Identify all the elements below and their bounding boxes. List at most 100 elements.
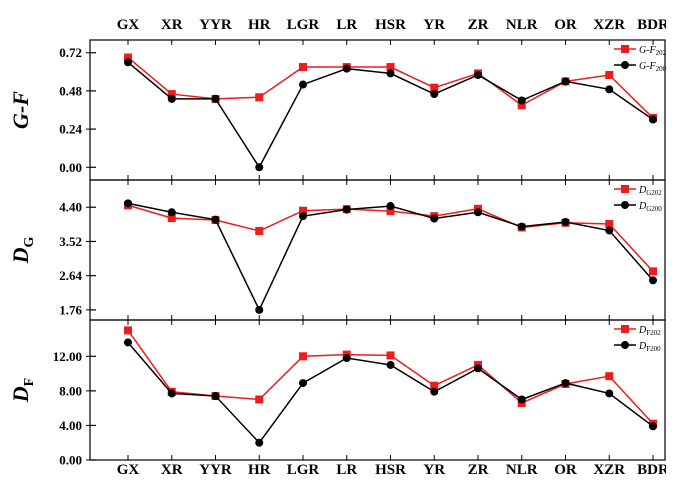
data-point-DF200	[605, 389, 614, 398]
top-category-label: YR	[423, 17, 445, 33]
legend-label: DG202	[638, 185, 662, 197]
data-point-DF200	[474, 364, 482, 373]
y-tick-label: 0.48	[59, 83, 82, 98]
data-point-DG200	[386, 202, 395, 211]
top-category-label: XZR	[593, 17, 625, 33]
data-point-DG200	[167, 208, 176, 217]
bottom-category-label: LR	[336, 462, 357, 477]
top-category-label: NLR	[506, 17, 538, 33]
data-point-DG200	[561, 218, 570, 226]
data-point-DF200	[430, 387, 439, 396]
data-point-DF200	[342, 354, 351, 363]
y-tick-label: 0.24	[59, 122, 82, 137]
bottom-category-label: YR	[423, 462, 445, 477]
y-tick-label: 8.00	[59, 383, 82, 398]
panel-2: 1.76 2.64 3.52 4.40 DG DG202 DG200	[8, 179, 666, 321]
top-category-label: LR	[336, 17, 357, 33]
bottom-category-label: NLR	[506, 462, 538, 477]
data-point-DG202	[255, 226, 264, 235]
legend-entry: DG200	[614, 201, 662, 213]
y-tick-label: 4.00	[59, 418, 82, 433]
data-point-G-F200	[517, 96, 526, 105]
legend-label: G-F200	[639, 61, 667, 73]
data-point-DG200	[430, 214, 439, 223]
series-line-DG202	[127, 204, 654, 272]
legend-marker	[621, 201, 629, 209]
data-point-DG200	[342, 205, 351, 214]
data-point-DF200	[386, 360, 395, 369]
data-point-G-F200	[124, 58, 132, 67]
legend-marker	[621, 61, 629, 69]
data-point-DG202	[649, 267, 657, 276]
bottom-category-label: XZR	[593, 462, 625, 477]
data-point-G-F200	[255, 163, 264, 172]
data-point-DG200	[124, 199, 132, 208]
series-line-DF202	[127, 329, 654, 425]
data-point-G-F200	[474, 71, 482, 79]
bottom-category-label: LGR	[287, 462, 320, 477]
panel-1: 0.00 0.24 0.48 0.72 G-F G-F202 G-F200	[8, 39, 667, 181]
data-point-G-F200	[386, 69, 395, 78]
legend-entry: G-F200	[614, 61, 667, 73]
data-point-G-F202	[167, 90, 176, 99]
data-point-DF200	[517, 395, 526, 404]
data-point-DF202	[386, 351, 395, 360]
top-category-label: XR	[161, 17, 183, 33]
y-axis-label: DG	[8, 237, 37, 265]
right-margin-mask	[666, 0, 675, 477]
data-point-G-F200	[561, 77, 570, 86]
bottom-category-label: HR	[248, 462, 271, 477]
data-point-DG202	[299, 206, 307, 215]
series-line-G-F200	[127, 61, 654, 169]
data-point-DF200	[649, 422, 657, 431]
plot-frame	[89, 179, 666, 321]
top-category-label: OR	[554, 17, 577, 33]
plot-frame	[89, 319, 666, 461]
y-axis-label: DF	[8, 378, 37, 403]
data-point-G-F200	[167, 94, 176, 103]
y-tick-label: 4.40	[59, 200, 82, 215]
data-point-DG202	[167, 214, 176, 223]
top-category-label: LGR	[287, 17, 320, 33]
data-point-G-F202	[386, 63, 395, 72]
top-category-label: HSR	[375, 17, 406, 33]
data-point-DG200	[605, 226, 614, 235]
y-tick-label: 3.52	[59, 234, 82, 249]
bottom-category-label: XR	[161, 462, 183, 477]
top-category-label: GX	[117, 17, 140, 33]
bottom-category-label: YYR	[199, 462, 232, 477]
y-tick-label: 1.76	[59, 302, 82, 317]
top-category-label: YYR	[199, 17, 232, 33]
plot-frame	[89, 39, 666, 181]
data-point-G-F200	[342, 64, 351, 73]
legend-marker	[621, 325, 629, 333]
data-point-DF202	[299, 352, 307, 361]
panel-3: 0.00 4.00 8.00 12.00 DF DF202 DF200	[8, 319, 666, 468]
data-point-G-F200	[649, 115, 657, 124]
data-point-DF200	[561, 379, 570, 388]
data-point-G-F200	[605, 85, 614, 94]
legend-label: DG200	[638, 201, 662, 213]
data-point-G-F202	[255, 93, 264, 102]
bottom-category-label: HSR	[375, 462, 406, 477]
bottom-category-label: BDR	[637, 462, 669, 477]
bottom-category-label: GX	[117, 462, 140, 477]
legend-entry: DF200	[614, 341, 661, 353]
legend-marker	[621, 185, 629, 193]
data-point-G-F202	[299, 63, 307, 72]
y-tick-label: 2.64	[59, 268, 82, 283]
data-point-DF202	[605, 372, 614, 381]
data-point-G-F202	[124, 53, 132, 62]
data-point-G-F200	[430, 90, 439, 99]
y-tick-label: 0.00	[59, 160, 82, 175]
data-point-DG200	[517, 222, 526, 231]
legend-entry: DG202	[614, 185, 662, 197]
data-point-G-F202	[517, 101, 526, 110]
data-point-DF202	[124, 326, 132, 335]
data-point-DF200	[124, 338, 132, 347]
data-point-DG200	[649, 276, 657, 285]
top-category-label: ZR	[468, 17, 489, 33]
data-point-DF200	[255, 438, 264, 447]
